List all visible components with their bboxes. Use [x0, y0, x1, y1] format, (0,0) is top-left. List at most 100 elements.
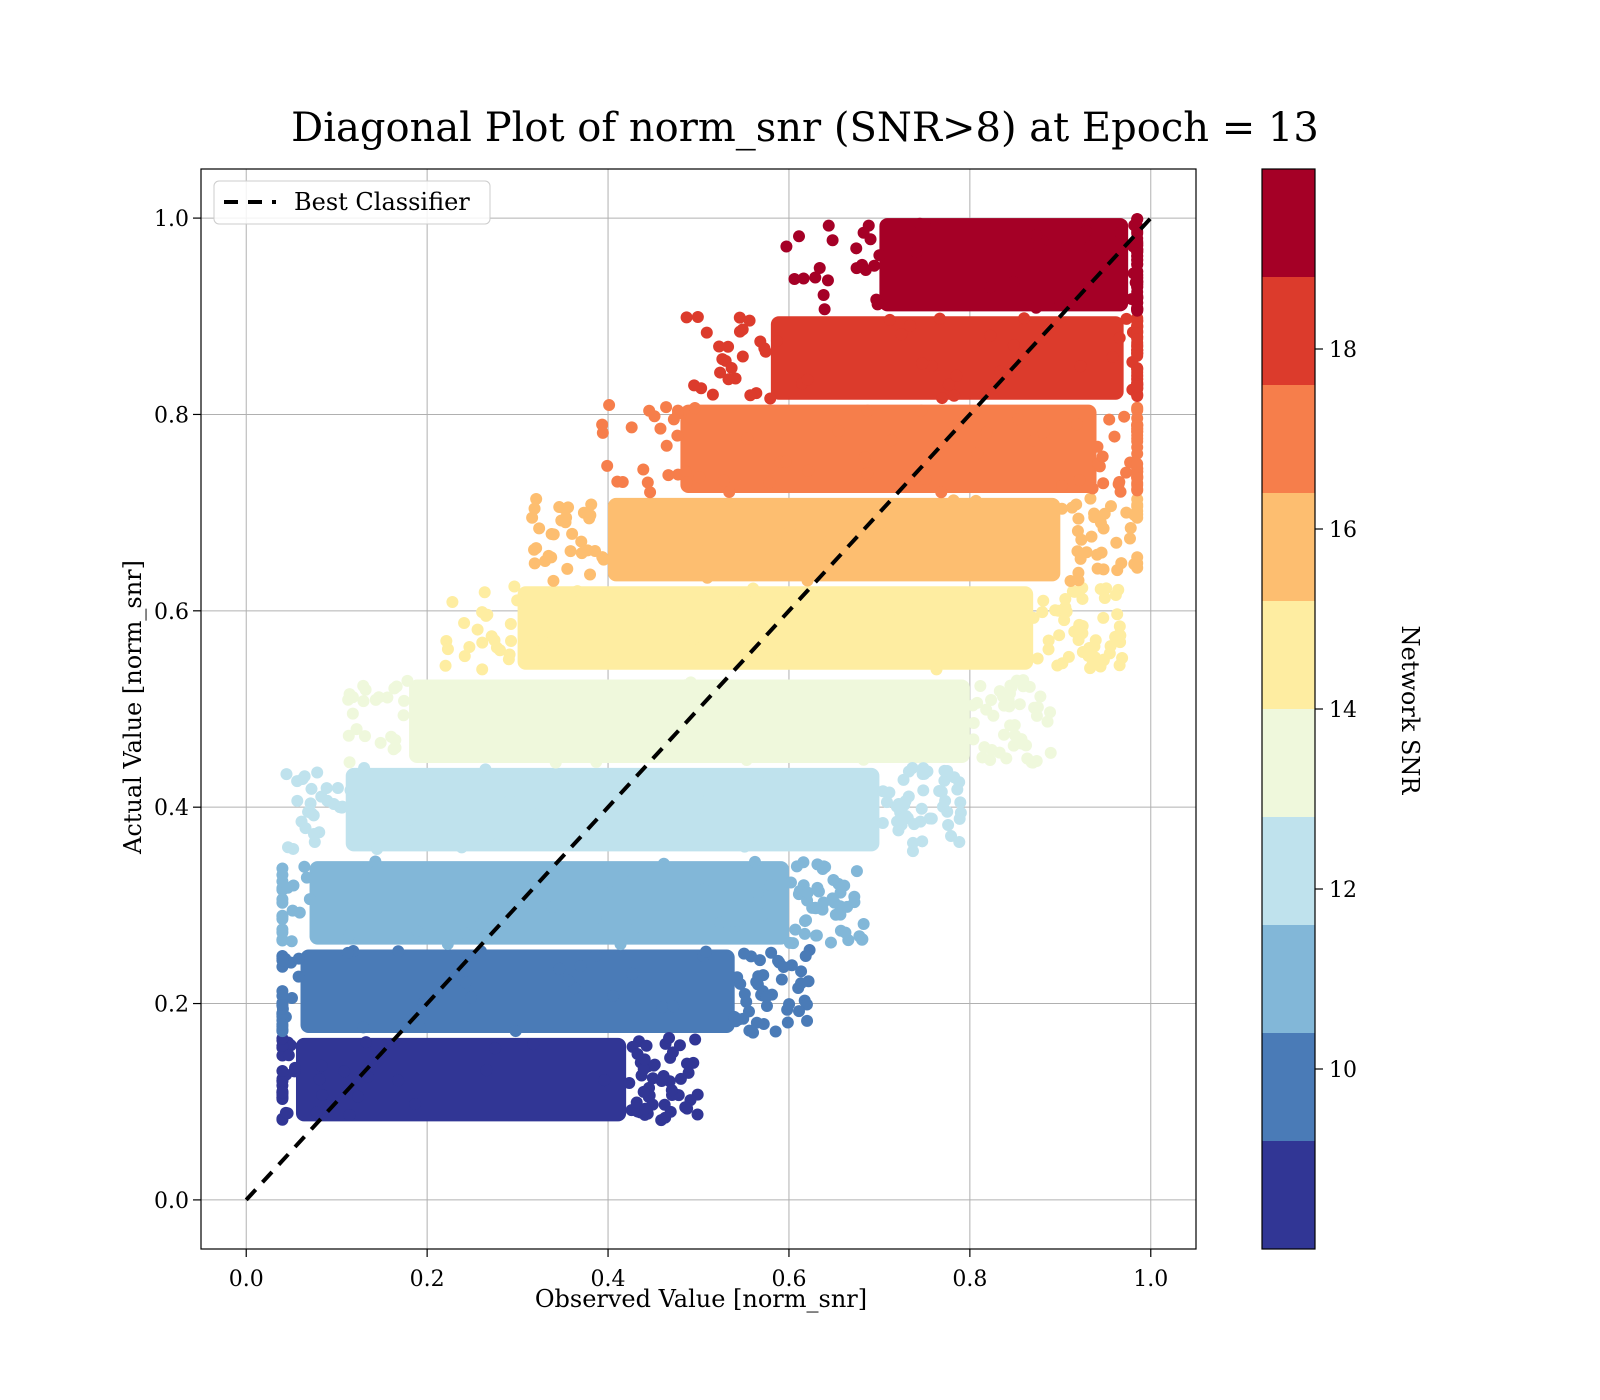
scatter-point	[643, 404, 656, 417]
scatter-point	[458, 616, 471, 629]
scatter-point	[1058, 614, 1071, 627]
scatter-point	[1007, 276, 1020, 289]
scatter-point	[401, 674, 414, 687]
scatter-point	[343, 688, 356, 701]
scatter-point	[910, 245, 923, 258]
density-band-10	[879, 218, 1129, 312]
legend[interactable]: Best Classifier	[213, 180, 491, 225]
y-tick-label: 1.0	[154, 207, 189, 232]
scatter-point	[1037, 594, 1050, 607]
scatter-point	[584, 568, 597, 581]
scatter-point	[1131, 403, 1144, 416]
scatter-point	[930, 703, 943, 716]
scatter-point	[1113, 628, 1126, 641]
colorbar: 10 12 14 16 18	[1261, 168, 1357, 1250]
scatter-point	[392, 1074, 405, 1087]
scatter-point	[1041, 715, 1054, 728]
scatter-point	[1074, 552, 1087, 565]
scatter-point	[924, 723, 937, 736]
scatter-point	[603, 875, 616, 888]
scatter-point	[441, 937, 454, 950]
colorbar-tick-label: 18	[1329, 338, 1357, 363]
legend-box[interactable]	[213, 180, 491, 225]
colorbar-level-3	[1262, 925, 1315, 1033]
scatter-point	[1131, 271, 1144, 284]
scatter-point	[797, 272, 810, 285]
scatter-point	[1034, 690, 1047, 703]
scatter-point	[723, 485, 736, 498]
scatter-point	[663, 1031, 676, 1044]
scatter-point	[343, 756, 356, 769]
scatter-point	[603, 399, 616, 412]
density-band-8	[680, 404, 1097, 493]
scatter-point	[547, 574, 560, 587]
scatter-point	[630, 1096, 643, 1109]
scatter-point	[1131, 304, 1144, 317]
scatter-point	[352, 1090, 365, 1103]
scatter-point	[781, 1016, 794, 1029]
scatter-point	[1026, 499, 1039, 512]
scatter-point	[1053, 629, 1066, 642]
scatter-point	[411, 925, 424, 938]
scatter-point	[686, 723, 699, 736]
scatter-point	[1104, 500, 1117, 513]
scatter-point	[840, 821, 853, 834]
x-tick-label: 0.2	[410, 1267, 445, 1292]
scatter-point	[948, 389, 961, 402]
scatter-point	[596, 426, 609, 439]
scatter-point	[876, 516, 889, 529]
scatter-point	[822, 219, 835, 232]
scatter-point	[883, 313, 896, 326]
scatter-point	[717, 474, 730, 487]
scatter-point	[287, 842, 300, 855]
scatter-point	[738, 591, 751, 604]
scatter-point	[291, 794, 304, 807]
scatter-point	[504, 617, 517, 630]
scatter-point	[681, 1057, 694, 1070]
scatter-point	[790, 860, 803, 873]
scatter-point	[713, 340, 726, 353]
scatter-point	[559, 516, 572, 529]
scatter-point	[1042, 643, 1055, 656]
scatter-point	[673, 1039, 686, 1052]
scatter-point	[296, 772, 309, 785]
scatter-point	[1131, 429, 1144, 442]
scatter-point	[1056, 479, 1069, 492]
scatter-point	[315, 1059, 328, 1072]
scatter-point	[793, 230, 806, 243]
scatter-point	[748, 855, 761, 868]
scatter-point	[942, 378, 955, 391]
scatter-point	[553, 962, 566, 975]
scatter-point	[1072, 566, 1085, 579]
scatter-point	[774, 527, 787, 540]
scatter-point	[984, 281, 997, 294]
scatter-point	[876, 817, 889, 830]
scatter-point	[1108, 430, 1121, 443]
scatter-point	[571, 585, 584, 598]
scatter-point	[850, 865, 863, 878]
x-tick-label: 0.4	[591, 1267, 626, 1292]
scatter-point	[488, 634, 501, 647]
scatter-point	[655, 1075, 668, 1088]
density-band-4	[345, 767, 880, 852]
scatter-point	[607, 990, 620, 1003]
scatter-point	[824, 936, 837, 949]
y-tick-label: 0.2	[154, 993, 189, 1018]
scatter-point	[282, 1049, 295, 1062]
scatter-point	[350, 723, 363, 736]
scatter-point	[530, 542, 543, 555]
scatter-point	[684, 676, 697, 689]
scatter-point	[480, 1064, 493, 1077]
scatter-point	[810, 929, 823, 942]
scatter-point	[310, 1106, 323, 1119]
scatter-point	[777, 960, 790, 973]
density-bands	[295, 218, 1129, 1122]
scatter-point	[358, 761, 371, 774]
colorbar-tick-label: 12	[1329, 878, 1357, 903]
scatter-point	[1091, 562, 1104, 575]
scatter-point	[398, 694, 411, 707]
scatter-point	[688, 632, 701, 645]
scatter-point	[769, 1025, 782, 1038]
scatter-point	[1030, 709, 1043, 722]
scatter-point	[688, 379, 701, 392]
